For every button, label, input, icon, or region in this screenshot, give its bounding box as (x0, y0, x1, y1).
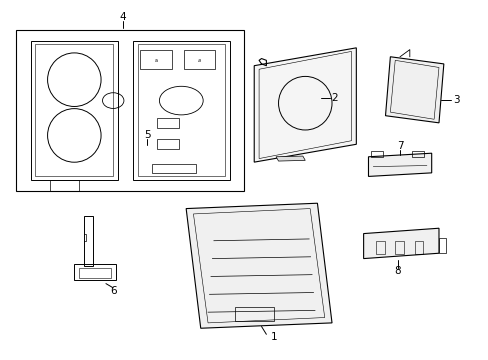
Bar (137, 44, 224, 176)
Bar (35, 44, 113, 176)
Bar (438, 238, 446, 253)
Polygon shape (363, 228, 438, 258)
Bar (394, 241, 403, 253)
Text: a: a (154, 58, 157, 63)
Text: a: a (198, 58, 201, 63)
Bar (16, 30, 244, 191)
Text: 7: 7 (396, 141, 403, 151)
Bar (411, 152, 424, 157)
Bar (157, 118, 179, 129)
Bar (414, 241, 423, 253)
Bar (234, 307, 273, 321)
Bar (375, 241, 384, 253)
Text: 5: 5 (143, 130, 150, 140)
Bar (74, 264, 116, 280)
Bar (157, 139, 179, 149)
Polygon shape (385, 57, 443, 123)
Text: 8: 8 (393, 266, 400, 276)
Polygon shape (368, 153, 431, 176)
Bar (140, 50, 171, 69)
Text: 2: 2 (330, 93, 337, 103)
Bar (79, 267, 111, 278)
Polygon shape (186, 203, 331, 328)
Text: 3: 3 (452, 95, 458, 105)
Bar (152, 164, 196, 173)
Text: 6: 6 (110, 286, 116, 296)
Polygon shape (254, 48, 356, 162)
Bar (183, 50, 215, 69)
Text: 1: 1 (270, 332, 276, 342)
Text: 4: 4 (120, 13, 126, 22)
Bar (370, 152, 382, 157)
Bar (84, 216, 93, 266)
Polygon shape (276, 156, 305, 161)
Bar (132, 41, 229, 180)
Bar (30, 41, 118, 180)
Bar (50, 180, 79, 191)
